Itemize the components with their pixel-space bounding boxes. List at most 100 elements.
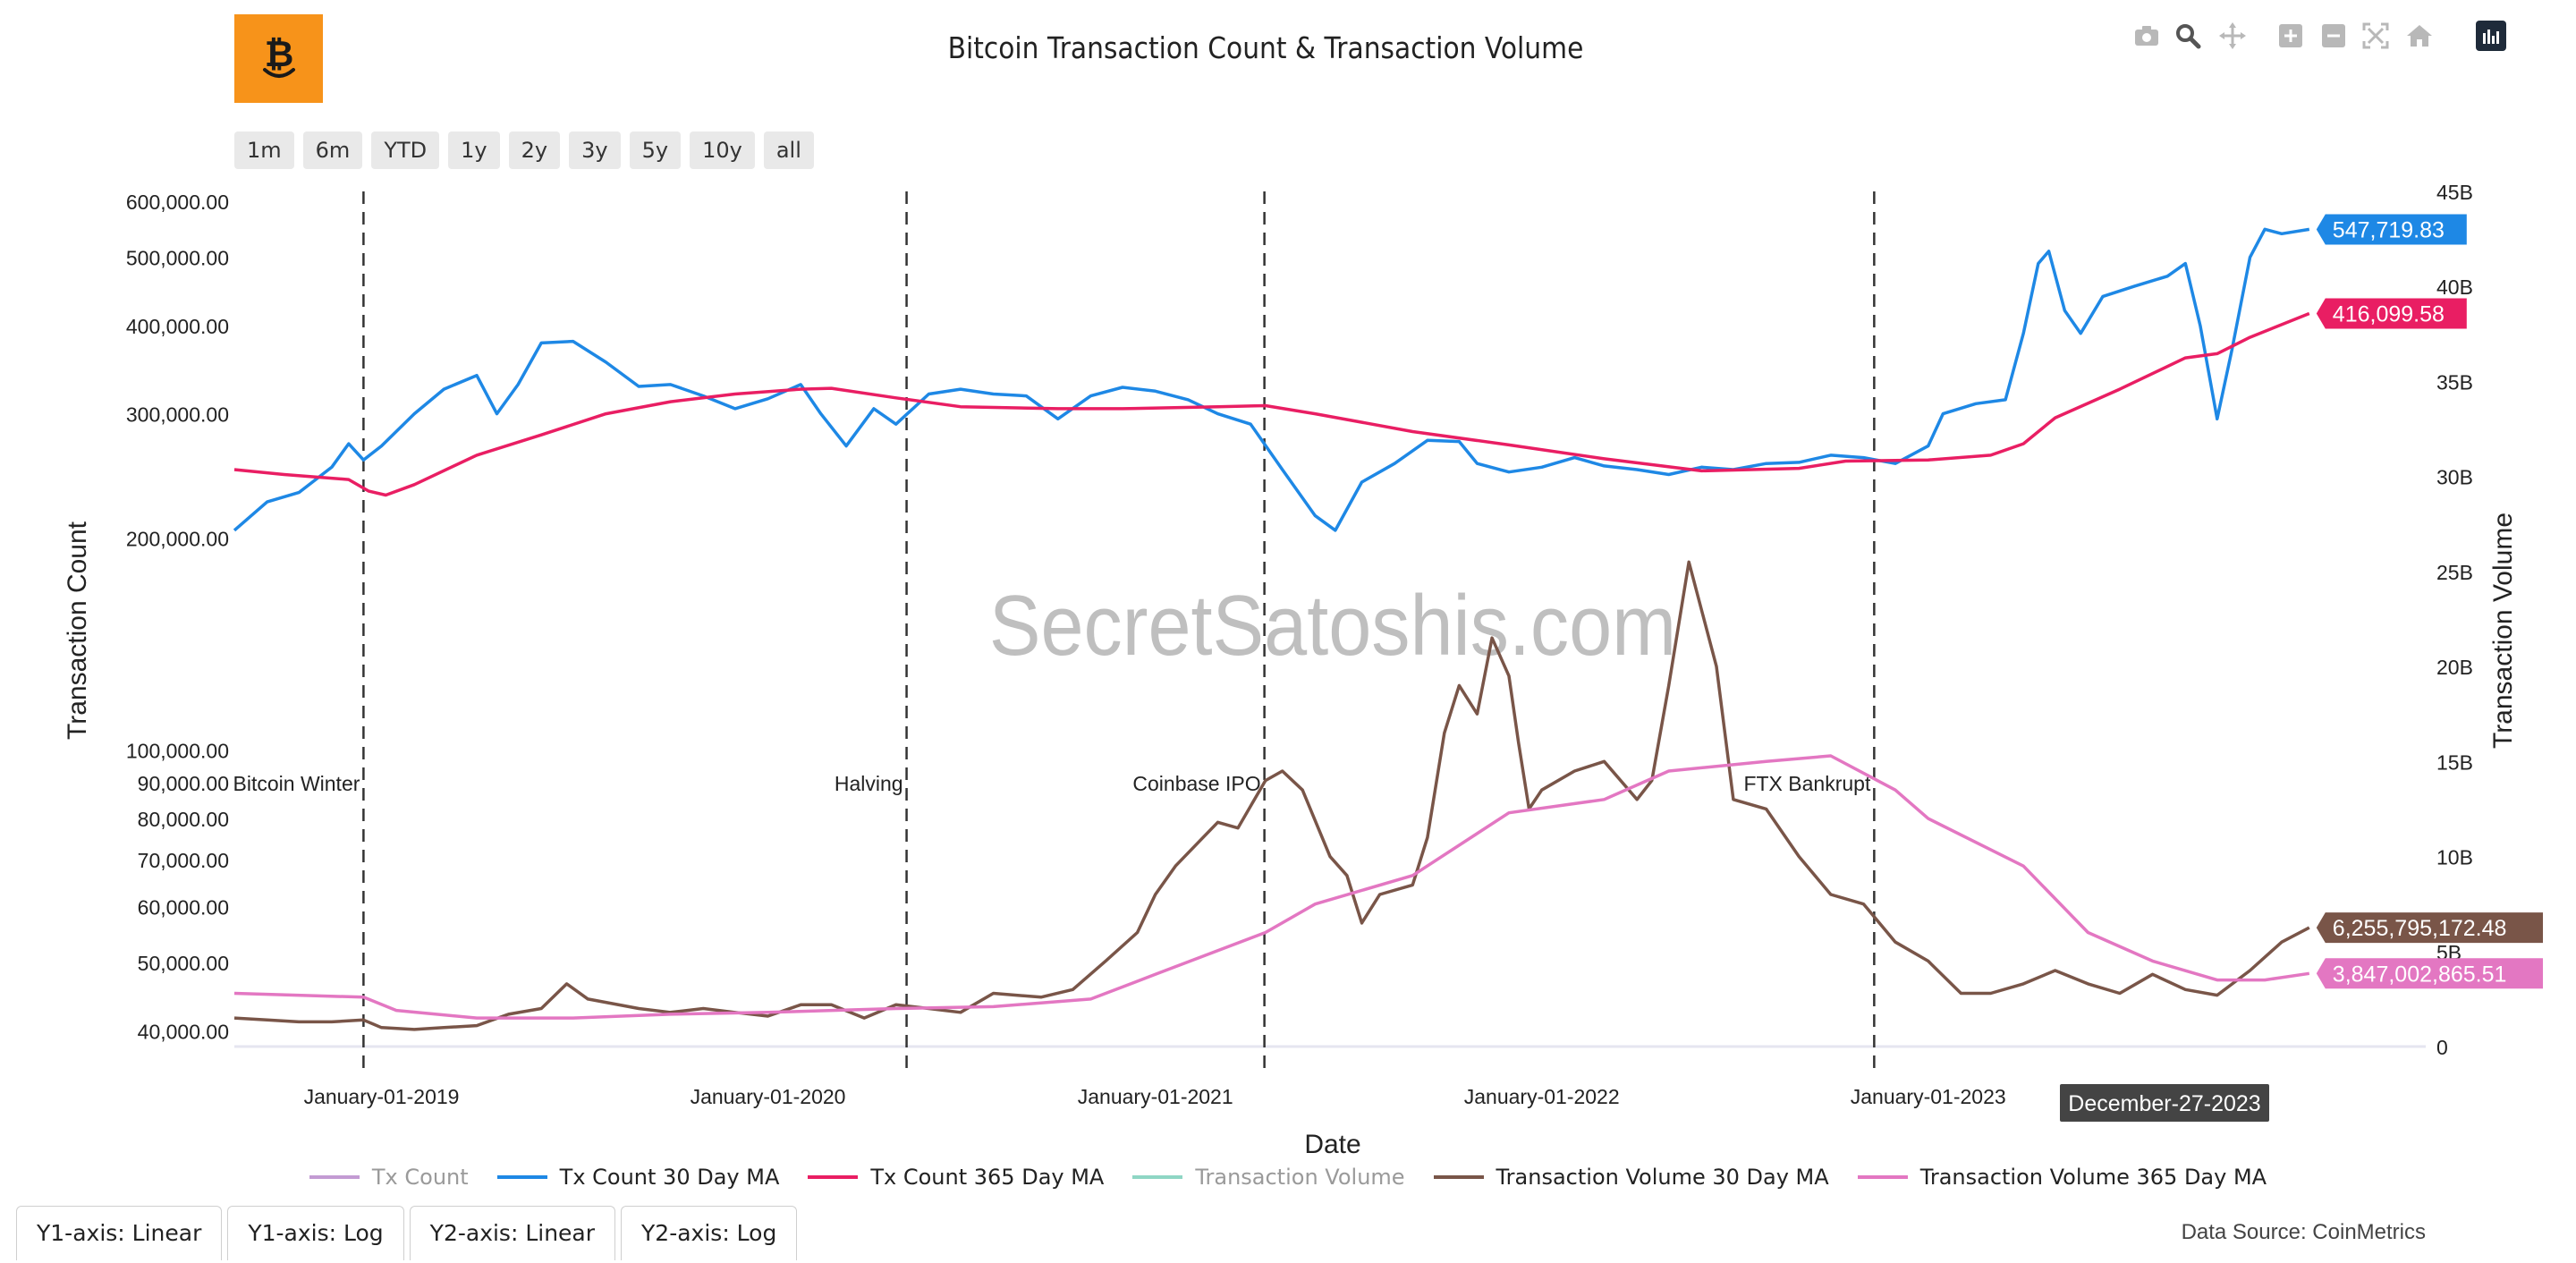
last-value-tx-count-365-day-ma: 416,099.58 <box>2316 298 2467 329</box>
y1-tick-label: 80,000.00 <box>138 808 229 831</box>
range-button-1y[interactable]: 1y <box>448 131 500 169</box>
last-value-text: 6,255,795,172.48 <box>2333 916 2507 941</box>
hover-date-badge: December-27-2023 <box>2060 1084 2269 1122</box>
event-label: Bitcoin Winter <box>233 772 360 795</box>
range-button-10y[interactable]: 10y <box>690 131 755 169</box>
event-annotations: Bitcoin Winter Halving Coinbase IPO FTX Ban… <box>233 191 1876 1073</box>
reset-axes-icon[interactable] <box>2402 18 2437 54</box>
range-button-6m[interactable]: 6m <box>302 131 363 169</box>
y1-linear-button[interactable]: Y1-axis: Linear <box>16 1206 223 1260</box>
watermark: SecretSatoshis.com <box>989 578 1676 674</box>
last-value-text: 3,847,002,865.51 <box>2333 962 2507 987</box>
y2-tick-label: 30B <box>2436 466 2473 489</box>
y1-tick-label: 60,000.00 <box>138 896 229 920</box>
y2-tick-label: 0 <box>2436 1036 2448 1059</box>
autoscale-icon[interactable] <box>2358 18 2394 54</box>
x-axis-title: Date <box>1304 1130 1360 1159</box>
event-label: FTX Bankrupt <box>1743 772 1870 795</box>
last-value-transaction-volume-365-day-ma: 3,847,002,865.51 <box>2316 958 2544 989</box>
y1-tick-label: 50,000.00 <box>138 952 229 975</box>
y1-axis-title: Transaction Count <box>63 521 92 740</box>
event-label: Halving <box>835 772 903 795</box>
y1-tick-label: 200,000.00 <box>126 527 229 550</box>
legend-swatch <box>808 1175 859 1179</box>
pan-icon[interactable] <box>2215 18 2250 54</box>
x-tick-label: January-01-2023 <box>1851 1085 2006 1108</box>
y2-tick-label: 10B <box>2436 846 2473 869</box>
x-tick-label: January-01-2019 <box>304 1085 460 1108</box>
legend-swatch <box>1132 1175 1183 1179</box>
legend-item-tx-count-365-day-ma[interactable]: Tx Count 365 Day MA <box>808 1165 1104 1190</box>
legend-item-tx-count[interactable]: Tx Count <box>309 1165 469 1190</box>
last-value-text: 416,099.58 <box>2333 302 2445 327</box>
data-source-note: Data Source: CoinMetrics <box>2181 1220 2426 1244</box>
plotly-logo-icon[interactable] <box>2473 18 2509 54</box>
last-value-labels: 547,719.83 416,099.58 6,255,795,172.48 3,84… <box>2316 214 2544 989</box>
series-line-tx-count-30-day-ma <box>233 227 2310 532</box>
legend-label: Transaction Volume 30 Day MA <box>1496 1165 1829 1190</box>
range-button-ytd[interactable]: YTD <box>371 131 440 169</box>
y1-log-button[interactable]: Y1-axis: Log <box>227 1206 404 1260</box>
zoom-icon[interactable] <box>2170 18 2206 54</box>
camera-icon[interactable] <box>2129 18 2165 54</box>
range-button-3y[interactable]: 3y <box>569 131 621 169</box>
legend-swatch <box>496 1175 547 1179</box>
legend-label: Transaction Volume 365 Day MA <box>1919 1165 2267 1190</box>
range-button-2y[interactable]: 2y <box>508 131 561 169</box>
x-tick-label: January-01-2021 <box>1078 1085 1233 1108</box>
y2-tick-label: 20B <box>2436 656 2473 679</box>
y2-tick-label: 45B <box>2436 181 2473 204</box>
last-value-text: 547,719.83 <box>2333 217 2445 242</box>
y2-log-button[interactable]: Y2-axis: Log <box>621 1206 798 1260</box>
series-line-tx-count-365-day-ma <box>233 311 2310 497</box>
legend-label: Transaction Volume <box>1195 1165 1405 1190</box>
bitcoin-logo: ₿ <box>234 14 323 103</box>
y1-tick-label: 500,000.00 <box>126 247 229 270</box>
legend-item-transaction-volume-365-day-ma[interactable]: Transaction Volume 365 Day MA <box>1857 1165 2267 1190</box>
y2-tick-label: 40B <box>2436 275 2473 299</box>
last-value-badge <box>2316 912 2544 944</box>
series-layer[interactable] <box>233 227 2310 1031</box>
legend: Tx Count Tx Count 30 Day MA Tx Count 365 D… <box>0 1165 2576 1190</box>
y1-tick-label: 100,000.00 <box>126 740 229 763</box>
range-button-5y[interactable]: 5y <box>629 131 682 169</box>
y2-axis-title: Transaction Volume <box>2488 513 2518 749</box>
y2-tick-label: 15B <box>2436 750 2473 774</box>
legend-item-tx-count-30-day-ma[interactable]: Tx Count 30 Day MA <box>496 1165 780 1190</box>
axes: 40,000.00 50,000.00 60,000.00 70,000.00 80,0… <box>126 181 2473 1108</box>
range-button-all[interactable]: all <box>763 131 814 169</box>
y1-tick-label: 400,000.00 <box>126 315 229 338</box>
y1-tick-label: 70,000.00 <box>138 849 229 872</box>
y2-tick-label: 35B <box>2436 370 2473 394</box>
last-value-tx-count-30-day-ma: 547,719.83 <box>2316 214 2467 245</box>
y1-tick-label: 40,000.00 <box>138 1020 229 1043</box>
axis-scale-toggles: Y1-axis: Linear Y1-axis: Log Y2-axis: Li… <box>16 1206 802 1260</box>
hover-date-label: December-27-2023 <box>2068 1091 2260 1116</box>
legend-label: Tx Count 30 Day MA <box>559 1165 780 1190</box>
legend-swatch <box>309 1175 360 1179</box>
bitcoin-smile-icon: ₿ <box>262 35 295 78</box>
range-button-1m[interactable]: 1m <box>234 131 294 169</box>
event-label: Coinbase IPO <box>1132 772 1260 795</box>
x-tick-label: January-01-2022 <box>1464 1085 1620 1108</box>
legend-label: Tx Count <box>371 1165 469 1190</box>
range-selector: 1m 6m YTD 1y 2y 3y 5y 10y all <box>234 131 823 169</box>
zoom-in-icon[interactable] <box>2273 18 2309 54</box>
last-value-transaction-volume-30-day-ma: 6,255,795,172.48 <box>2316 912 2544 944</box>
legend-item-transaction-volume-30-day-ma[interactable]: Transaction Volume 30 Day MA <box>1433 1165 1829 1190</box>
legend-swatch <box>1433 1175 1484 1179</box>
legend-item-transaction-volume[interactable]: Transaction Volume <box>1132 1165 1405 1190</box>
svg-text:₿: ₿ <box>264 35 293 74</box>
y1-tick-label: 600,000.00 <box>126 191 229 214</box>
x-tick-label: January-01-2020 <box>691 1085 846 1108</box>
last-value-badge <box>2316 958 2544 989</box>
zoom-out-icon[interactable] <box>2316 18 2351 54</box>
legend-label: Tx Count 365 Day MA <box>870 1165 1105 1190</box>
y2-tick-label: 25B <box>2436 561 2473 584</box>
y2-linear-button[interactable]: Y2-axis: Linear <box>409 1206 616 1260</box>
legend-swatch <box>1857 1175 1908 1179</box>
chart-title: Bitcoin Transaction Count & Transaction … <box>947 30 1584 65</box>
y1-tick-label: 300,000.00 <box>126 403 229 427</box>
modebar <box>2129 18 2522 54</box>
